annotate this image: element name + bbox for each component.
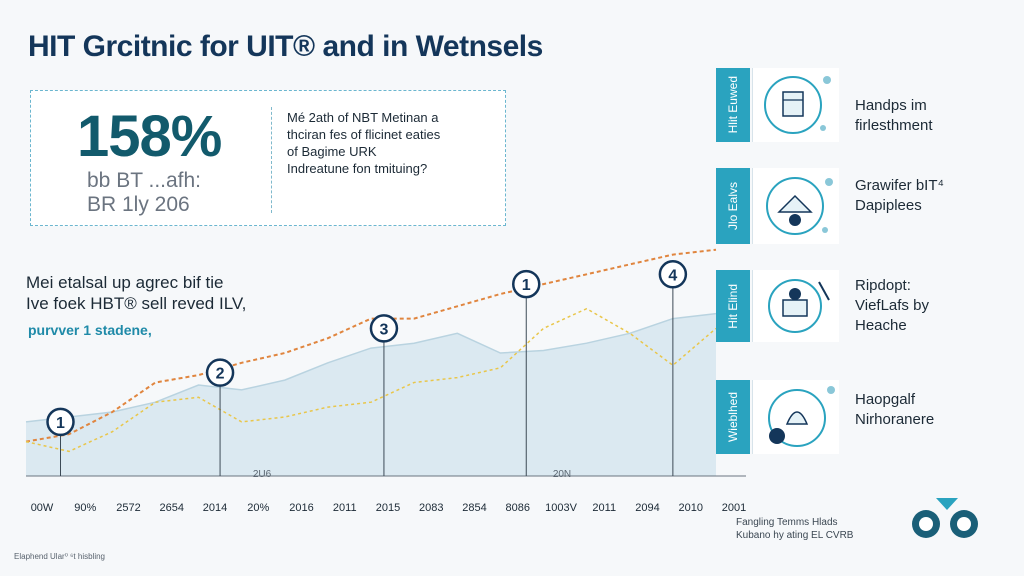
area-series-line	[25, 312, 717, 423]
panel-label-line: ViefLafs by	[855, 297, 929, 314]
axis-note: 20N	[553, 469, 571, 480]
x-tick-label: 2854	[462, 502, 486, 514]
series-line-yellow	[25, 307, 717, 453]
panel-label-4: Haopgalf Nirhoranere	[855, 390, 934, 430]
marker-circle	[46, 407, 75, 437]
panel-label-line: Ripdopt:	[855, 277, 911, 294]
footer-line: Kubano hy ating EL CVRB	[736, 530, 854, 541]
illustration-icon	[768, 279, 830, 333]
axis-note: 2U6	[253, 469, 272, 480]
x-tick-label: 8086	[506, 502, 530, 514]
panel-label-line: Grawifer bIT⁴	[855, 177, 944, 194]
stat-desc-line: Mé 2ath of NBT Metinan a	[287, 110, 439, 125]
left-note-accent: purvver 1 stadene,	[28, 322, 152, 338]
panel-label-line: Dapiplees	[855, 197, 922, 214]
x-tick-label: 2014	[203, 502, 227, 514]
marker-circle	[369, 314, 399, 343]
area-series	[26, 313, 716, 476]
illustration-icon	[768, 386, 835, 447]
panel-tab-1[interactable]: Hlit Euwed	[716, 68, 750, 142]
panel-card-3	[752, 270, 839, 342]
footer-line: Fangling Temms Hlads	[736, 517, 838, 528]
panel-label-1: Handps im firlesthment	[855, 96, 933, 136]
x-tick-label: 20%	[247, 502, 269, 514]
stat-divider	[271, 107, 272, 213]
stat-sub-2: BR 1ly 206	[87, 193, 190, 216]
illustration-icon	[764, 76, 831, 134]
panel-label-line: Handps im	[855, 97, 927, 114]
panel-card-4	[752, 380, 839, 454]
panel-card-1	[752, 68, 839, 142]
marker-label: 4	[668, 267, 677, 284]
marker-label: 1	[522, 277, 531, 294]
marker-label: 3	[379, 321, 388, 338]
marker-label: 1	[56, 415, 65, 432]
x-tick-label: 1003V	[545, 502, 577, 514]
x-tick-label: 2015	[376, 502, 400, 514]
stat-desc-line: of Bagime URK	[287, 144, 377, 159]
x-tick-label: 2083	[419, 502, 443, 514]
panel-label-3: Ripdopt: ViefLafs by Heache	[855, 276, 929, 336]
x-tick-label: 2011	[333, 502, 357, 514]
x-tick-label: 2572	[116, 502, 140, 514]
x-tick-label: 2011	[592, 502, 616, 514]
footnote: Elaphend Ular⁰ ⁶t hisbling	[14, 552, 105, 561]
stat-desc-line: thciran fes of flicinet eaties	[287, 127, 441, 142]
x-tick-label: 2016	[289, 502, 313, 514]
panel-tab-label: Jlo Ealvs	[726, 181, 740, 231]
panel-tab-label: Hlit Euwed	[726, 76, 740, 134]
illustration-icon	[766, 177, 833, 235]
panel-label-line: firlesthment	[855, 117, 933, 134]
x-tick-label: 90%	[74, 502, 96, 514]
panel-label-2: Grawifer bIT⁴ Dapiplees	[855, 176, 944, 216]
panel-label-line: Haopgalf	[855, 391, 916, 408]
x-tick-label: 2654	[160, 502, 184, 514]
panel-label-line: Heache	[855, 317, 907, 334]
series-line-orange	[25, 248, 717, 443]
panel-tab-2[interactable]: Jlo Ealvs	[716, 168, 750, 244]
marker-circle	[512, 269, 541, 299]
panel-tab-label: Wieblhed	[726, 391, 740, 443]
stat-sub-1: bb BT ...afh:	[87, 169, 202, 192]
left-note-line-1: Mei etalsal up agrec bif tie	[26, 273, 224, 292]
marker-circle	[658, 260, 688, 289]
x-tick-label: 00W	[31, 502, 54, 514]
x-tick-label: 2010	[679, 502, 703, 514]
page-title: HIT Grcitnic for UIT® and in Wetnsels	[28, 30, 543, 63]
stat-desc-line: Indreatune fon tmituing?	[287, 161, 428, 176]
left-note: Mei etalsal up agrec bif tie Ive foek HB…	[26, 272, 246, 314]
panel-tab-label: Hit Elind	[726, 283, 740, 329]
brand-logo-icon	[912, 498, 978, 538]
x-tick-label: 2001	[722, 502, 746, 514]
panel-label-line: Nirhoranere	[855, 411, 935, 428]
panel-tab-4[interactable]: Wieblhed	[716, 380, 750, 454]
left-note-line-2: Ive foek HBT® sell reved ILV,	[26, 294, 247, 313]
stat-value: 158%	[77, 104, 222, 169]
stat-description: Mé 2ath of NBT Metinan a thciran fes of …	[287, 109, 497, 177]
marker-label: 2	[216, 366, 225, 383]
stat-box: 158% bb BT ...afh: BR 1ly 206 Mé 2ath of…	[30, 90, 506, 226]
marker-circle	[205, 358, 235, 387]
panel-card-2	[752, 168, 839, 244]
panel-tab-3[interactable]: Hit Elind	[716, 270, 750, 342]
x-tick-label: 2094	[635, 502, 659, 514]
footer-text: Fangling Temms Hlads Kubano hy ating EL …	[736, 516, 853, 542]
